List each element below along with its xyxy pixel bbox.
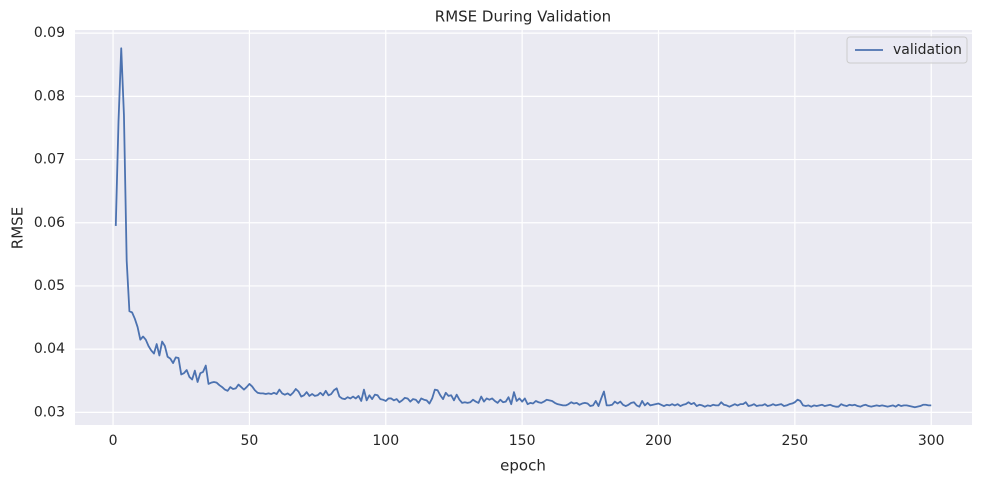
x-tick-label: 300 [918, 433, 945, 449]
x-tick-label: 100 [372, 433, 399, 449]
y-tick-label: 0.03 [34, 404, 65, 420]
y-tick-label: 0.07 [34, 152, 65, 168]
y-tick-label: 0.06 [34, 215, 65, 231]
legend-box [846, 36, 968, 64]
data-line [114, 47, 932, 409]
plot-area [75, 30, 972, 425]
x-axis-label: epoch [500, 457, 546, 475]
legend: validation [846, 36, 968, 64]
legend-label: validation [893, 42, 962, 58]
x-tick-label: 200 [645, 433, 672, 449]
x-tick-label: 150 [509, 433, 536, 449]
y-tick-label: 0.09 [34, 25, 65, 41]
x-tick-label: 0 [109, 433, 118, 449]
chart-title: RMSE During Validation [435, 8, 611, 26]
x-tick-label: 250 [781, 433, 808, 449]
y-tick-label: 0.05 [34, 278, 65, 294]
x-tick-label: 50 [240, 433, 258, 449]
y-axis-label: RMSE [9, 207, 27, 249]
y-tick-label: 0.04 [34, 341, 65, 357]
y-tick-label: 0.08 [34, 88, 65, 104]
